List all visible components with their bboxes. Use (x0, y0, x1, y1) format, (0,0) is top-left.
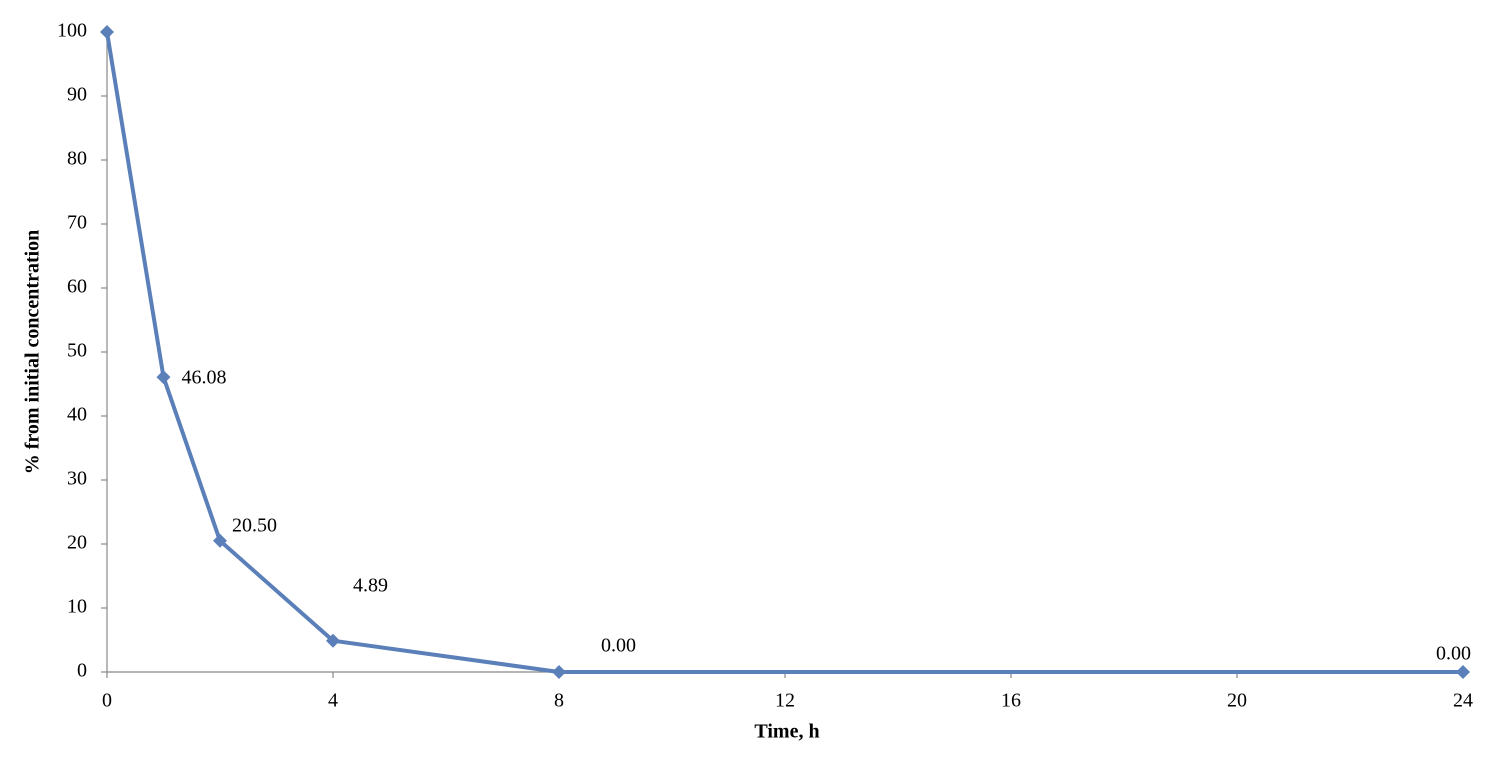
y-tick-label: 10 (67, 596, 87, 618)
data-label: 46.08 (182, 367, 227, 389)
x-axis-label: Time, h (754, 721, 819, 743)
x-tick-label: 16 (1001, 690, 1021, 712)
x-tick-label: 20 (1227, 690, 1247, 712)
data-point (326, 633, 340, 648)
y-tick-label: 20 (67, 532, 87, 554)
data-point (100, 25, 114, 39)
y-tick-label: 40 (67, 404, 87, 426)
data-label: 4.89 (353, 574, 388, 596)
y-tick-label: 90 (67, 84, 87, 106)
y-tick-label: 0 (77, 660, 87, 682)
data-line (105, 31, 1463, 674)
y-axis-label: % from initial concentration (22, 230, 44, 475)
y-tick-label: 30 (67, 468, 87, 490)
x-tick-label: 0 (102, 690, 112, 712)
data-point (552, 665, 566, 679)
y-tick-label: 70 (67, 212, 87, 234)
data-point (1456, 665, 1470, 679)
x-tick-label: 24 (1453, 690, 1473, 712)
x-tick-label: 4 (328, 690, 338, 712)
y-tick-label: 50 (67, 340, 87, 362)
x-tick-label: 12 (775, 690, 795, 712)
y-tick-label: 100 (57, 20, 87, 42)
data-label: 0.00 (1436, 643, 1471, 665)
data-label: 20.50 (232, 514, 277, 536)
data-label: 0.00 (601, 635, 636, 657)
x-tick-label: 8 (554, 690, 564, 712)
data-point (213, 533, 227, 548)
y-tick-label: 60 (67, 276, 87, 298)
y-tick-label: 80 (67, 148, 87, 170)
data-point (156, 370, 171, 385)
